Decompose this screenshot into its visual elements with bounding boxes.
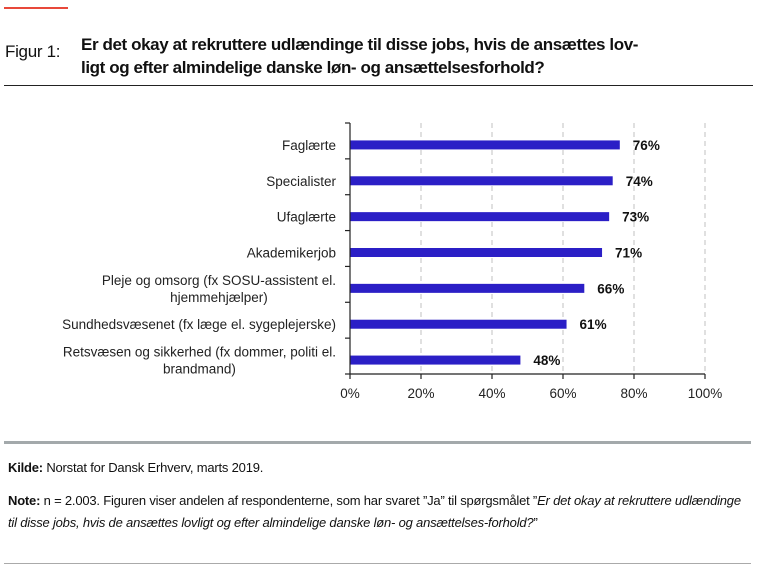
value-label: 74% xyxy=(626,174,653,189)
category-label-line: hjemmehjælper) xyxy=(170,290,268,305)
x-tick-label: 80% xyxy=(620,386,647,401)
category-label-line: Sundhedsvæsenet (fx læge el. sygeplejers… xyxy=(62,317,336,332)
value-label: 66% xyxy=(597,281,624,296)
value-labels: 76% 74% 73% 71% 66% 61% 48% xyxy=(533,138,659,368)
bar-chart: Faglærte Specialister Ufaglærte Akademikerj… xyxy=(62,122,722,401)
value-label: 48% xyxy=(533,353,560,368)
bars xyxy=(350,140,620,365)
category-label: Faglærte xyxy=(282,138,336,153)
category-label-line: Retsvæsen og sikkerhed (fx dommer, polit… xyxy=(63,345,336,360)
category-label-line: Akademikerjob xyxy=(247,246,336,261)
source-label: Kilde: xyxy=(8,460,43,475)
note-text: n = 2.003. Figuren viser andelen af resp… xyxy=(40,493,538,508)
x-tick-labels: 0% 20% 40% 60% 80% 100% xyxy=(340,386,722,401)
category-label: Pleje og omsorg (fx SOSU-assistent el. hj… xyxy=(102,273,336,305)
axes xyxy=(345,122,706,379)
figure-title-line-2: ligt og efter almindelige danske løn- og… xyxy=(81,58,545,77)
bar xyxy=(350,355,521,365)
x-tick-label: 20% xyxy=(407,386,434,401)
source-text: Norstat for Dansk Erhverv, marts 2019. xyxy=(42,460,264,475)
note: Note: n = 2.003. Figuren viser andelen a… xyxy=(8,490,748,534)
bar xyxy=(350,319,567,329)
note-end: ” xyxy=(533,515,538,530)
category-label-line: Faglærte xyxy=(282,138,336,153)
bar xyxy=(350,212,610,222)
source-line: Kilde: Norstat for Dansk Erhverv, marts … xyxy=(8,460,263,475)
bar xyxy=(350,176,613,186)
note-label: Note: xyxy=(8,493,41,508)
grid-lines xyxy=(420,123,706,374)
category-label: Sundhedsvæsenet (fx læge el. sygeplejers… xyxy=(62,317,336,332)
title-divider xyxy=(4,85,753,86)
category-label: Ufaglærte xyxy=(277,210,336,225)
bar xyxy=(350,248,603,257)
note-italic: Er det okay at rekruttere udlændinge til… xyxy=(8,493,741,530)
value-label: 61% xyxy=(580,317,607,332)
category-label-line: Pleje og omsorg (fx SOSU-assistent el. xyxy=(102,273,336,288)
value-label: 76% xyxy=(633,138,660,153)
x-tick-label: 40% xyxy=(478,386,505,401)
bar xyxy=(350,140,620,150)
bar xyxy=(350,283,585,293)
category-label-line: Ufaglærte xyxy=(277,210,336,225)
x-tick-label: 60% xyxy=(549,386,576,401)
figure-title: Er det okay at rekruttere udlændinge til… xyxy=(81,33,751,79)
x-tick-label: 100% xyxy=(688,386,723,401)
bottom-divider xyxy=(4,563,751,564)
category-label: Specialister xyxy=(266,174,336,189)
category-label: Retsvæsen og sikkerhed (fx dommer, polit… xyxy=(63,345,336,377)
footer-divider xyxy=(4,441,751,444)
x-tick-label: 0% xyxy=(340,386,360,401)
value-label: 73% xyxy=(622,210,649,225)
category-labels: Faglærte Specialister Ufaglærte Akademikerj… xyxy=(62,138,336,377)
figure-label: Figur 1: xyxy=(5,42,61,61)
category-label: Akademikerjob xyxy=(247,246,336,261)
category-label-line: brandmand) xyxy=(163,362,236,377)
accent-line xyxy=(4,7,68,9)
figure-title-line-1: Er det okay at rekruttere udlændinge til… xyxy=(81,35,639,54)
value-label: 71% xyxy=(615,246,642,261)
category-label-line: Specialister xyxy=(266,174,336,189)
